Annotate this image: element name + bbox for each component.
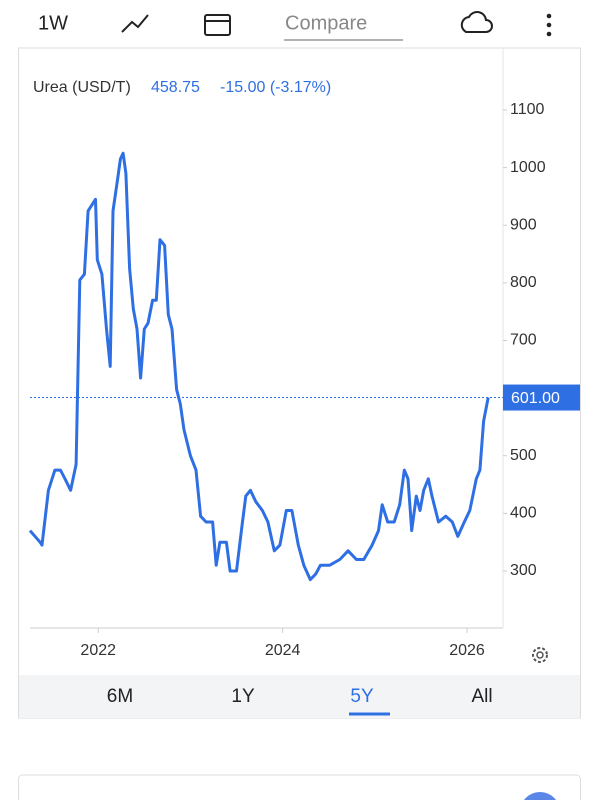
change-value: -15.00 (-3.17%) — [220, 79, 331, 96]
range-button[interactable]: 6M — [107, 686, 133, 707]
chart-card — [18, 47, 581, 719]
range-button[interactable]: 1Y — [231, 686, 255, 707]
y-tick-label: 700 — [510, 332, 537, 349]
range-bar — [19, 675, 580, 718]
series-name: Urea (USD/T) — [33, 79, 131, 96]
y-tick-label: 1100 — [510, 101, 545, 118]
settings-icon[interactable] — [532, 647, 548, 663]
x-tick-label: 2024 — [265, 642, 301, 659]
y-tick-label: 900 — [510, 216, 537, 233]
reference-label: 601.00 — [511, 390, 560, 407]
y-tick-label: 800 — [510, 274, 537, 291]
next-card — [18, 774, 581, 805]
download-icon[interactable] — [460, 11, 493, 33]
calendar-icon[interactable] — [204, 14, 231, 36]
y-tick-label: 500 — [510, 447, 537, 464]
x-tick-label: 2026 — [449, 642, 485, 659]
chart-type-icon[interactable] — [121, 14, 149, 33]
y-tick-label: 400 — [510, 505, 537, 522]
price-line — [28, 151, 490, 582]
fab-button[interactable] — [520, 792, 560, 805]
menu-icon[interactable] — [546, 13, 552, 37]
x-tick-label: 2022 — [80, 642, 116, 659]
range-button[interactable]: All — [471, 686, 492, 707]
compare-input[interactable]: Compare — [285, 12, 367, 34]
y-tick-label: 300 — [510, 562, 537, 579]
last-value: 458.75 — [151, 79, 200, 96]
range-button[interactable]: 5Y — [350, 686, 374, 707]
y-tick-label: 1000 — [510, 159, 546, 176]
reference-label-box — [503, 384, 580, 411]
interval-button[interactable]: 1W — [38, 12, 68, 34]
